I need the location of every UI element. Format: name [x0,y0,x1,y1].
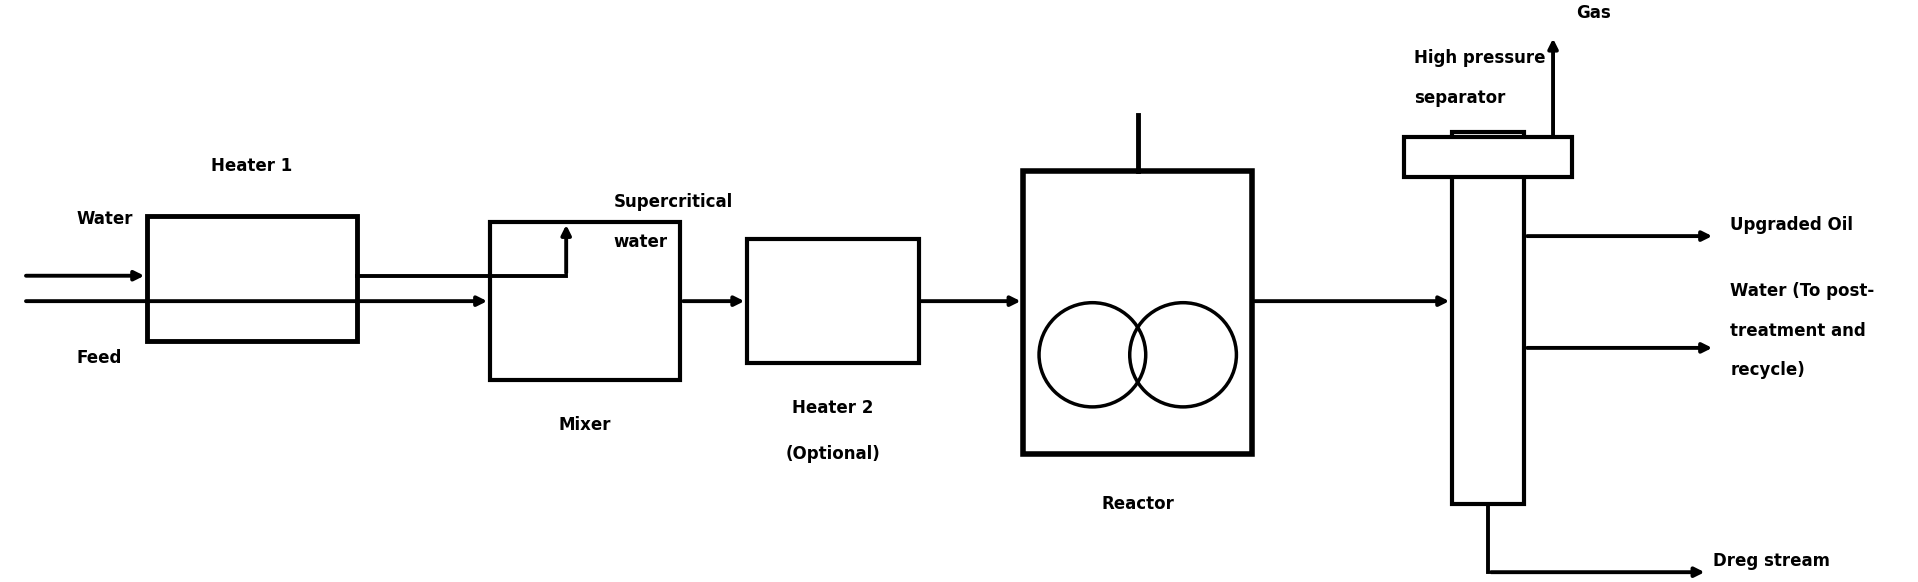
Text: Upgraded Oil: Upgraded Oil [1730,216,1853,234]
Text: recycle): recycle) [1730,361,1805,379]
Text: Reactor: Reactor [1101,495,1174,513]
Text: Heater 2: Heater 2 [792,399,873,417]
Text: Heater 1: Heater 1 [211,157,292,175]
Text: water: water [614,233,667,251]
Bar [489,222,681,380]
Text: (Optional): (Optional) [786,445,880,463]
Bar [1452,132,1525,505]
Text: separator: separator [1414,89,1506,107]
Text: Gas: Gas [1577,4,1611,22]
Bar [1024,171,1252,453]
Text: Feed: Feed [77,349,123,367]
Text: High pressure: High pressure [1414,49,1546,68]
Text: Supercritical: Supercritical [614,193,733,211]
Bar [1404,137,1573,177]
Bar [148,217,357,340]
Text: Water (To post-: Water (To post- [1730,282,1874,300]
Text: Water: Water [77,210,132,228]
Text: Mixer: Mixer [558,416,612,434]
Bar [748,239,919,363]
Text: Dreg stream: Dreg stream [1713,552,1830,570]
Text: treatment and: treatment and [1730,322,1866,340]
